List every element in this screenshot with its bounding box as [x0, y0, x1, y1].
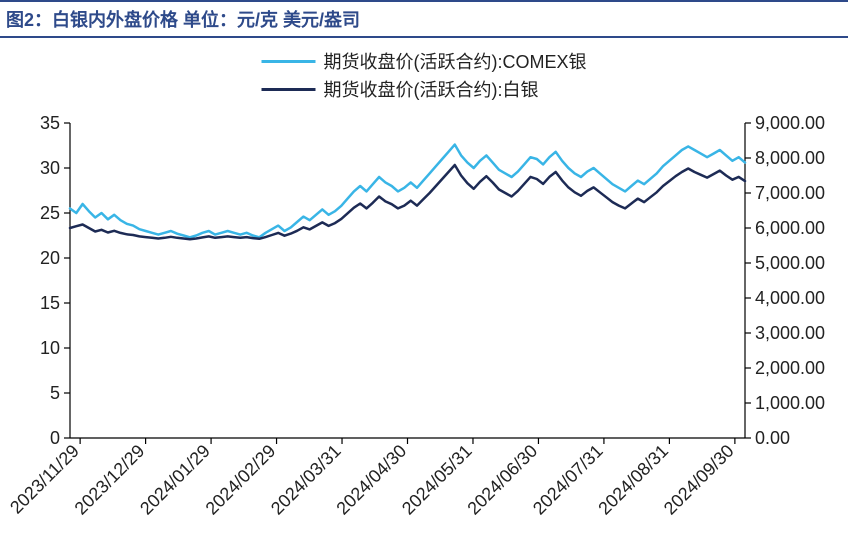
legend-swatch-0	[262, 60, 316, 63]
legend-item-0: 期货收盘价(活跃合约):COMEX银	[262, 48, 587, 74]
y-left-label: 30	[40, 158, 60, 178]
y-right-label: 5,000.00	[755, 253, 825, 273]
legend-label-0: 期货收盘价(活跃合约):COMEX银	[324, 48, 587, 74]
x-label: 2024/01/29	[136, 441, 214, 519]
y-left-label: 15	[40, 293, 60, 313]
y-right-label: 9,000.00	[755, 113, 825, 133]
y-right-label: 6,000.00	[755, 218, 825, 238]
series-line-0	[70, 145, 745, 238]
legend-label-1: 期货收盘价(活跃合约):白银	[324, 76, 539, 102]
x-label: 2024/09/30	[660, 441, 738, 519]
x-label: 2024/05/31	[398, 441, 476, 519]
y-right-label: 3,000.00	[755, 323, 825, 343]
x-label: 2024/07/31	[529, 441, 607, 519]
x-label: 2024/06/30	[463, 441, 541, 519]
y-right-label: 7,000.00	[755, 183, 825, 203]
x-label: 2024/04/30	[332, 441, 410, 519]
series-line-1	[70, 165, 745, 239]
y-right-label: 0.00	[755, 428, 790, 448]
x-label: 2024/08/31	[594, 441, 672, 519]
legend-item-1: 期货收盘价(活跃合约):白银	[262, 76, 587, 102]
chart-svg: 0 5 10 15 20 25 30 35 0.00 1,000.00 2,000.00 3,000.…	[0, 38, 848, 552]
y-right-label: 1,000.00	[755, 393, 825, 413]
y-left-label: 0	[50, 428, 60, 448]
chart-title: 图2：白银内外盘价格 单位：元/克 美元/盎司	[0, 0, 848, 38]
y-right-label: 2,000.00	[755, 358, 825, 378]
x-label: 2023/12/29	[71, 441, 149, 519]
x-label: 2024/03/31	[267, 441, 345, 519]
x-label: 2024/02/29	[202, 441, 280, 519]
y-left-label: 25	[40, 203, 60, 223]
chart-area: 期货收盘价(活跃合约):COMEX银 期货收盘价(活跃合约):白银 0 5 10 15…	[0, 38, 848, 552]
y-left-label: 20	[40, 248, 60, 268]
legend-swatch-1	[262, 88, 316, 91]
y-right-label: 4,000.00	[755, 288, 825, 308]
y-left-label: 5	[50, 383, 60, 403]
legend: 期货收盘价(活跃合约):COMEX银 期货收盘价(活跃合约):白银	[262, 48, 587, 104]
y-left-label: 35	[40, 113, 60, 133]
y-right-label: 8,000.00	[755, 148, 825, 168]
y-left-label: 10	[40, 338, 60, 358]
